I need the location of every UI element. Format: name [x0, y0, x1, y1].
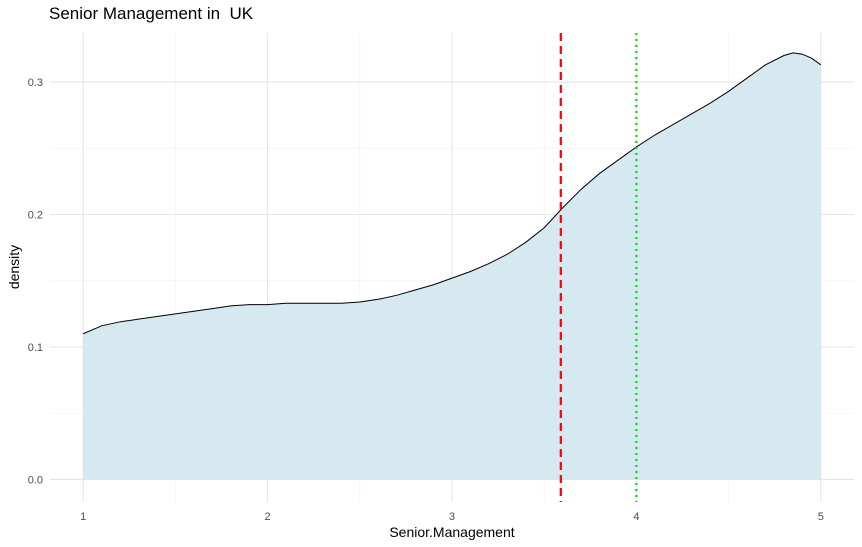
y-axis-title: density [6, 245, 22, 289]
reference-lines [559, 33, 638, 502]
tick-labels: 1 2 3 4 5 0.0 0.1 0.2 0.3 [28, 77, 824, 523]
x-tick-label: 1 [80, 511, 86, 523]
y-tick-label: 0.1 [28, 342, 43, 354]
x-tick-label: 5 [818, 511, 824, 523]
x-axis-title: Senior.Management [389, 524, 514, 540]
x-tick-label: 2 [265, 511, 271, 523]
y-tick-label: 0.0 [28, 474, 43, 486]
y-tick-label: 0.2 [28, 210, 43, 222]
density-line [82, 52, 822, 335]
x-tick-label: 3 [449, 511, 455, 523]
chart-title: Senior Management in UK [49, 4, 254, 23]
x-tick-label: 4 [633, 511, 639, 523]
y-tick-label: 0.3 [28, 77, 43, 89]
